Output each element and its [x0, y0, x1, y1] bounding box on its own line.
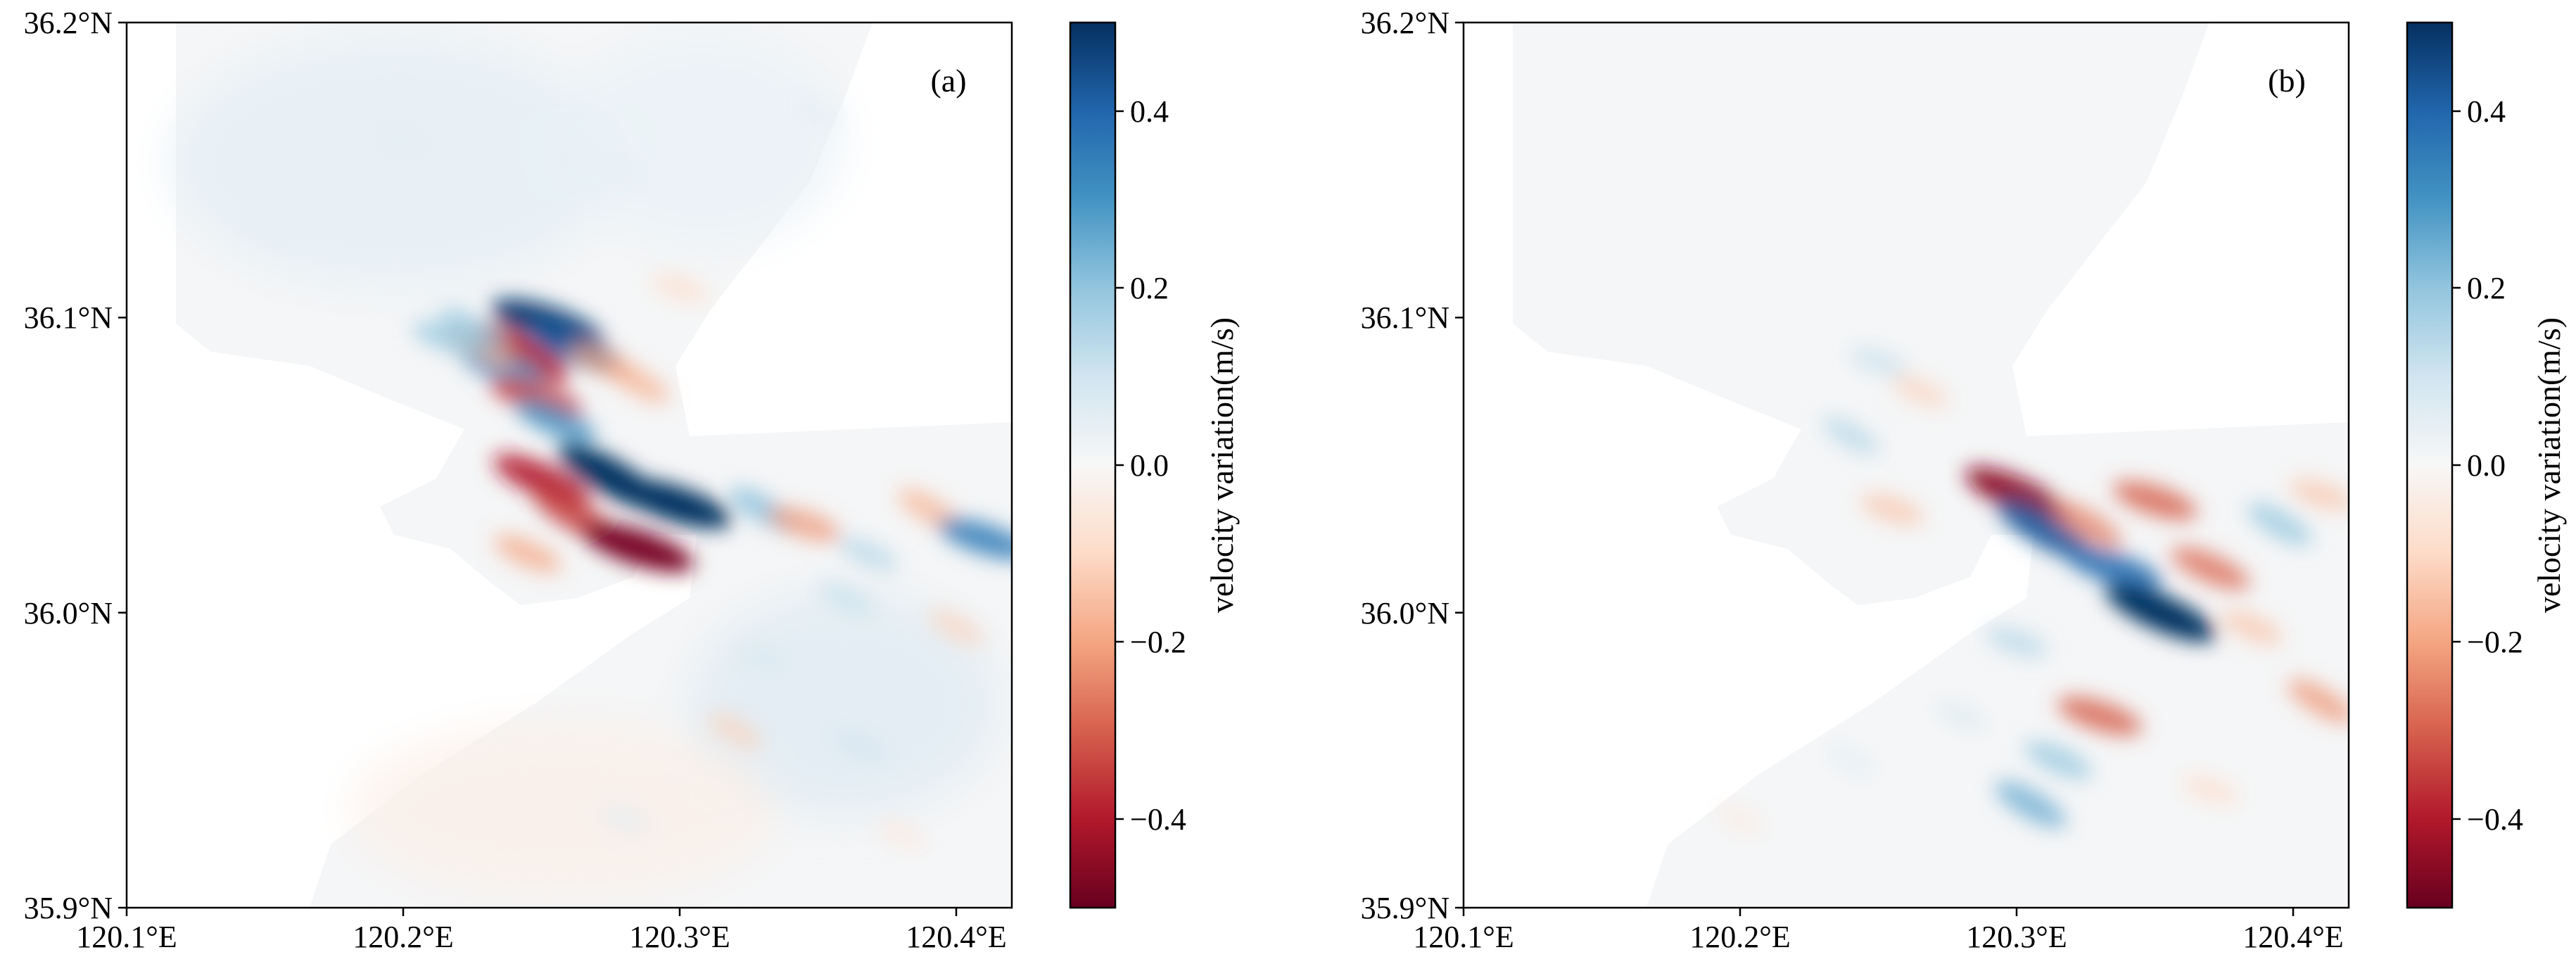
velocity-feature [1860, 494, 1924, 525]
velocity-feature [1891, 374, 1948, 408]
x-tick-label: 120.1°E [1413, 920, 1514, 954]
panel-b: 36.2°N 36.1°N 36.0°N 35.9°N 120.1°E 120.… [1361, 6, 2567, 954]
velocity-feature [2171, 546, 2250, 590]
velocity-feature [493, 534, 562, 573]
velocity-feature [2024, 741, 2093, 780]
axes-frame-a [125, 21, 1013, 909]
axes-frame-b [1462, 21, 2350, 909]
velocity-feature [796, 95, 841, 127]
velocity-feature [837, 536, 899, 571]
velocity-feature [938, 518, 1012, 560]
colorbar-tick-label: −0.4 [2467, 802, 2523, 837]
velocity-feature [736, 643, 789, 671]
velocity-feature [768, 507, 842, 542]
axis-ticks-b [1455, 21, 2295, 916]
velocity-feature [412, 321, 483, 355]
velocity-feature [2050, 500, 2122, 548]
y-tick-label: 35.9°N [1361, 891, 1449, 925]
colorbar-tick-label: 0.4 [2467, 94, 2506, 129]
colorbar-tick-label: −0.2 [2467, 625, 2523, 659]
velocity-feature [2247, 502, 2312, 546]
panel-label-b: (b) [2268, 63, 2306, 99]
x-tick-label: 120.1°E [76, 920, 177, 954]
y-tick-label: 36.0°N [1361, 596, 1449, 630]
colorbar-label: velocity variation(m/s) [1204, 317, 1240, 613]
colorbar-a: 0.4 0.2 0.0 −0.2 −0.4 velocity variation… [1069, 21, 1240, 909]
velocity-field-b [1717, 347, 2349, 834]
velocity-field-a [243, 95, 1012, 849]
colorbar-tick-label: 0.0 [1130, 448, 1169, 483]
velocity-feature [617, 478, 732, 528]
map-a [127, 23, 1012, 908]
y-tick-label: 36.1°N [24, 300, 113, 335]
y-tick-label: 36.2°N [1361, 6, 1449, 40]
y-tick-label: 36.2°N [24, 6, 113, 40]
velocity-feature [243, 213, 287, 245]
velocity-feature [1997, 500, 2092, 561]
map-b [1464, 23, 2349, 908]
colorbar-label: velocity variation(m/s) [2531, 317, 2567, 613]
axis-ticks-a [118, 21, 958, 916]
x-tick-label: 120.4°E [906, 920, 1006, 954]
background-tint-a [169, 35, 999, 894]
velocity-feature [440, 307, 505, 351]
velocity-feature [2065, 547, 2162, 590]
colorbar-tick-label: 0.0 [2467, 448, 2506, 483]
water-area-b [1513, 23, 2349, 908]
velocity-feature [1822, 416, 1880, 455]
x-tick-label: 120.2°E [353, 920, 453, 954]
velocity-feature [2112, 481, 2198, 520]
colorbar-tick-label: 0.2 [1130, 271, 1169, 305]
velocity-feature [708, 712, 763, 749]
velocity-feature [832, 730, 887, 761]
y-tick-label: 35.9°N [24, 891, 113, 925]
y-tick-label: 36.1°N [1361, 300, 1449, 335]
velocity-feature [818, 581, 875, 614]
velocity-feature [1985, 626, 2048, 658]
velocity-feature [1936, 701, 1987, 731]
velocity-feature [2105, 583, 2216, 642]
colorbar-tick-label: −0.4 [1130, 802, 1186, 837]
colorbar-tick-label: −0.2 [1130, 625, 1186, 659]
velocity-feature [2290, 479, 2349, 510]
velocity-feature [652, 274, 708, 303]
velocity-feature [877, 819, 925, 849]
velocity-feature [599, 806, 649, 832]
velocity-feature [929, 609, 984, 646]
velocity-feature [583, 523, 694, 573]
panel-label-a: (a) [930, 63, 966, 99]
panel-a: 36.2°N 36.1°N 36.0°N 35.9°N 120.1°E 120.… [24, 6, 1240, 954]
colorbar-tick-label: 0.2 [2467, 271, 2506, 305]
velocity-feature [2057, 696, 2143, 736]
velocity-feature [1827, 744, 1874, 776]
x-tick-label: 120.3°E [629, 920, 730, 954]
colorbar-b: 0.4 0.2 0.0 −0.2 −0.4 velocity variation… [2406, 21, 2567, 909]
velocity-feature [2221, 609, 2283, 645]
x-tick-label: 120.4°E [2242, 920, 2343, 954]
x-tick-label: 120.3°E [1966, 920, 2067, 954]
y-tick-label: 36.0°N [24, 596, 113, 630]
velocity-feature [1717, 805, 1764, 834]
x-tick-label: 120.2°E [1689, 920, 1790, 954]
colorbar-tick-label: 0.4 [1130, 94, 1169, 129]
velocity-feature [1995, 780, 2067, 828]
velocity-feature [379, 127, 428, 153]
velocity-feature [2287, 678, 2349, 724]
velocity-feature [1849, 347, 1908, 376]
velocity-feature [1965, 467, 2069, 522]
velocity-feature [607, 362, 670, 403]
velocity-feature [514, 398, 597, 443]
velocity-feature [493, 454, 590, 506]
velocity-feature [602, 156, 647, 184]
velocity-feature [2183, 775, 2238, 804]
